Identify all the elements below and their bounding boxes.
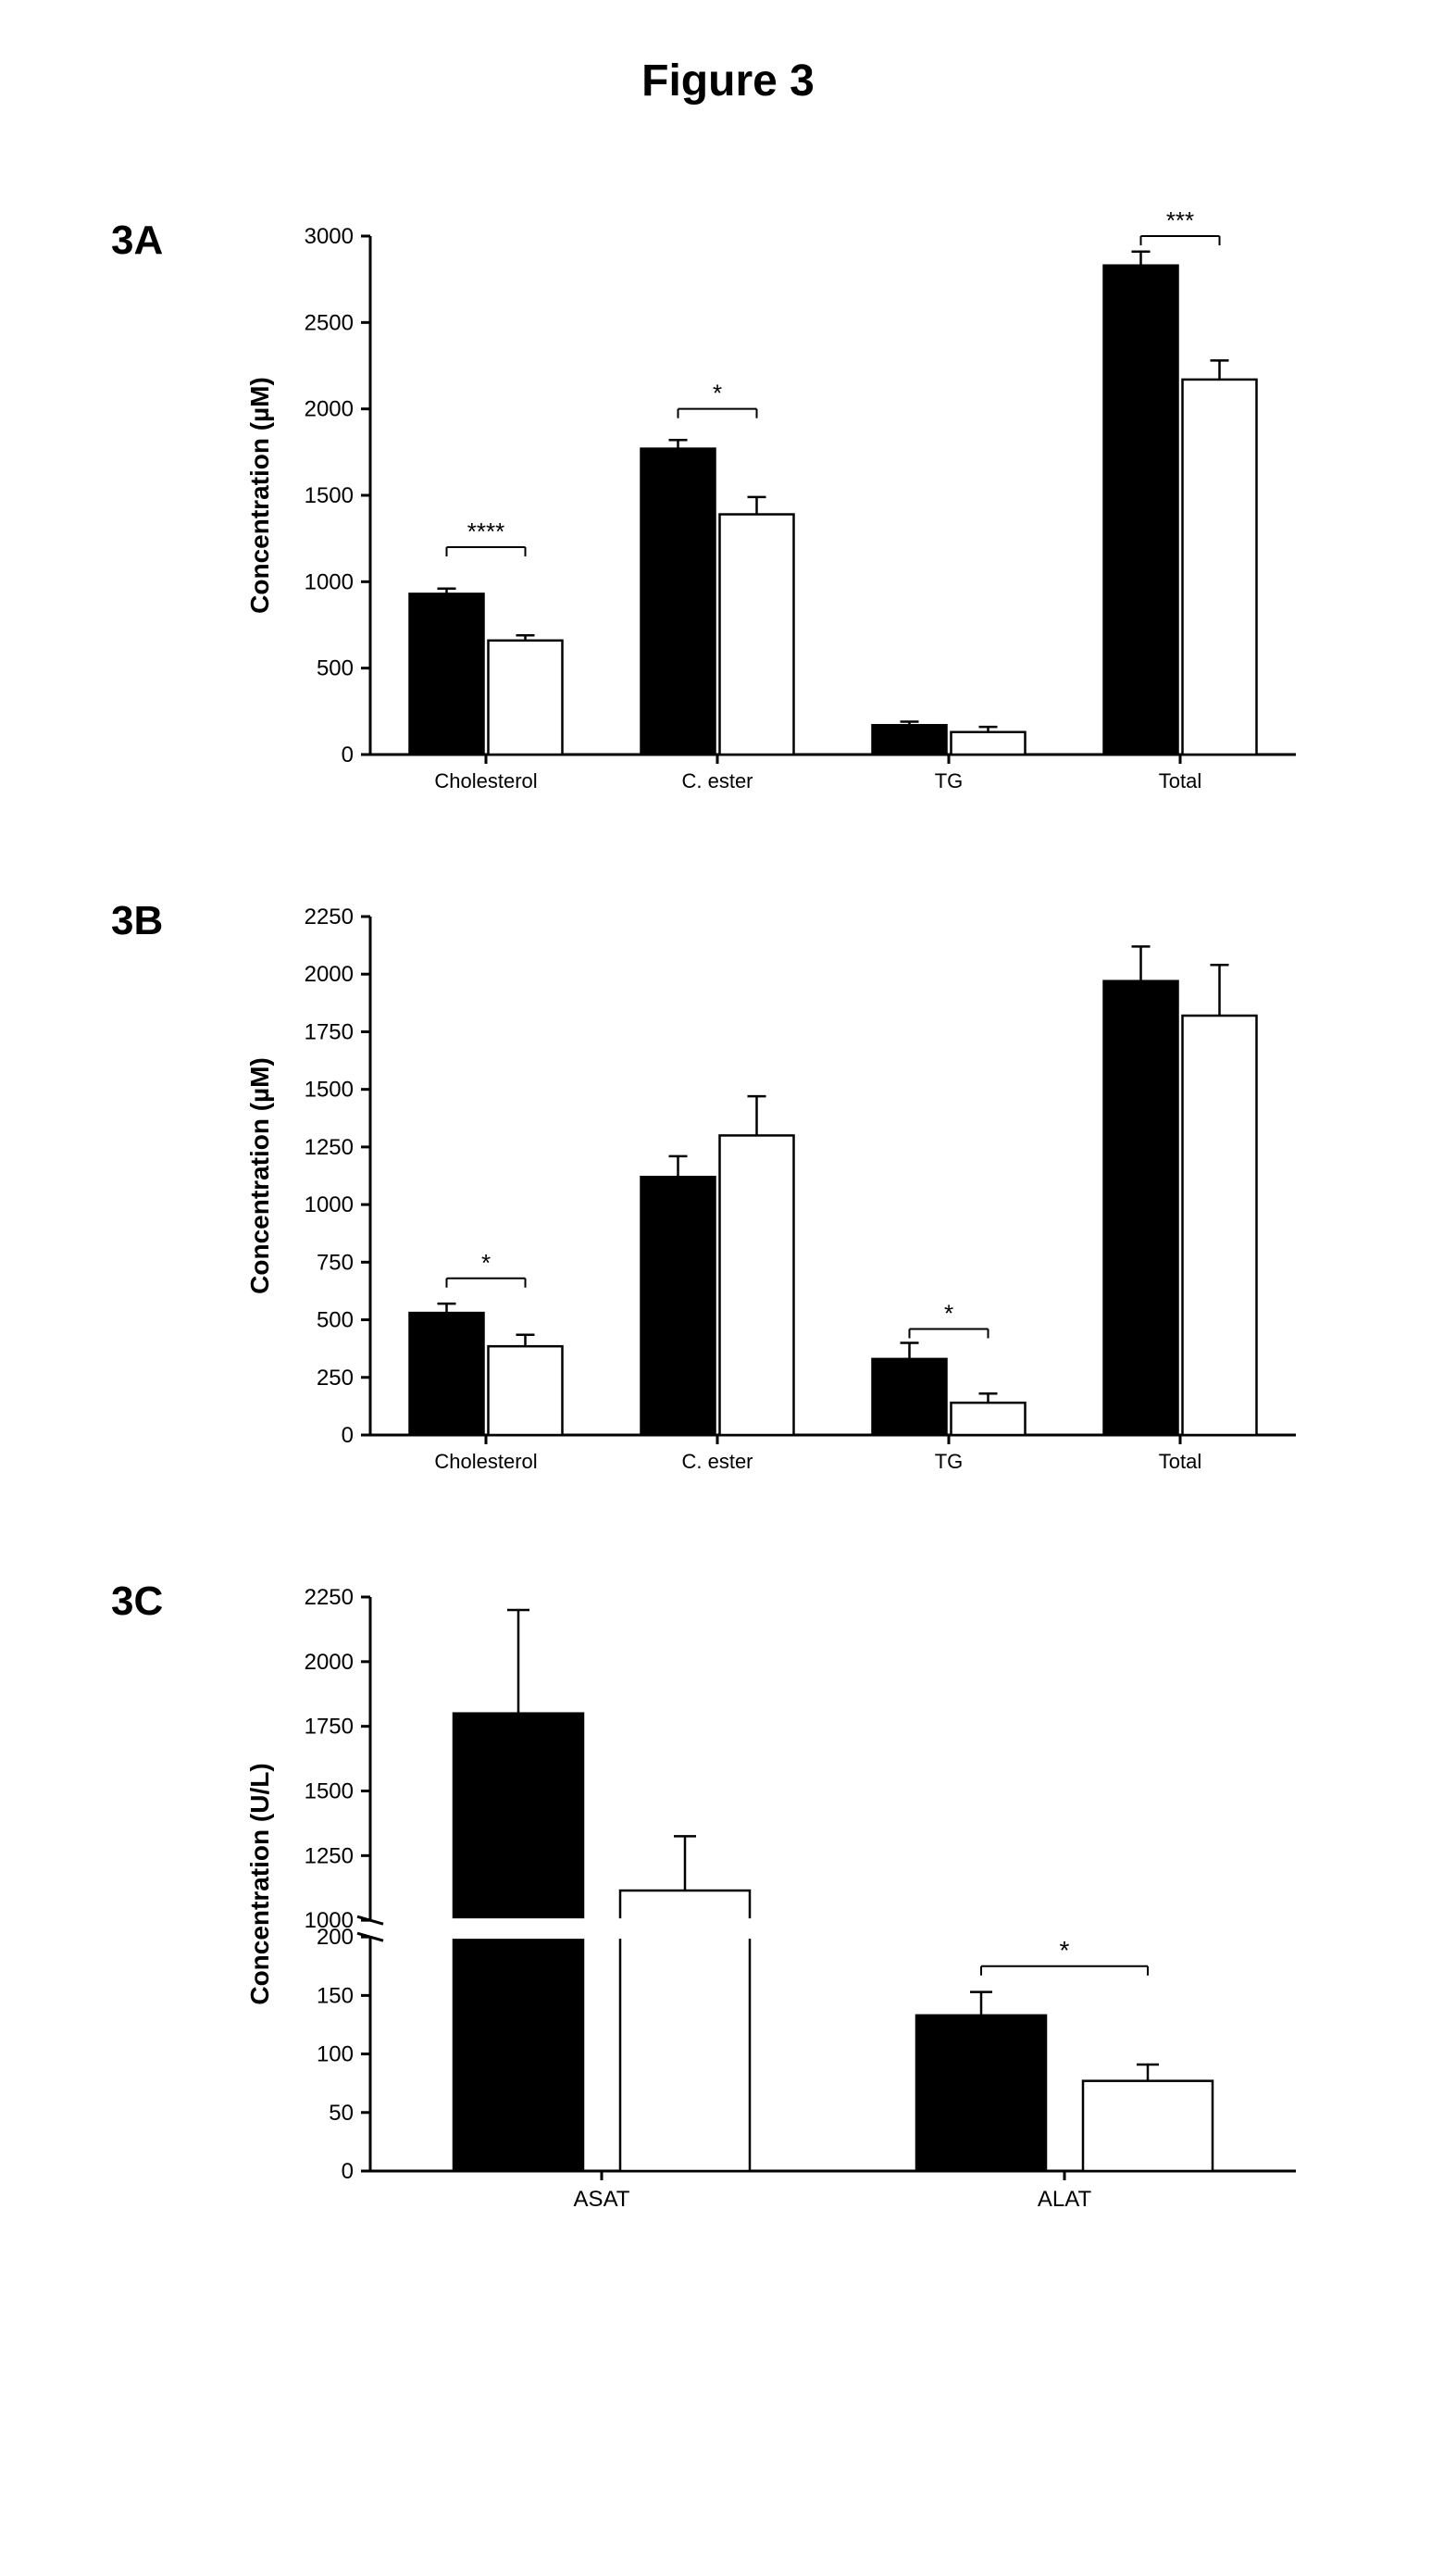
svg-text:1000: 1000 [305, 1908, 354, 1933]
svg-text:150: 150 [317, 1983, 354, 2008]
svg-text:500: 500 [317, 656, 354, 681]
panel-C-label: 3C [111, 1560, 222, 1625]
svg-text:1750: 1750 [305, 1715, 354, 1740]
svg-text:Cholesterol: Cholesterol [434, 1450, 537, 1473]
svg-text:3000: 3000 [305, 224, 354, 249]
svg-text:750: 750 [317, 1250, 354, 1275]
svg-text:ALAT: ALAT [1038, 2187, 1092, 2212]
svg-text:1500: 1500 [305, 1078, 354, 1103]
svg-text:Concentration (U/L): Concentration (U/L) [245, 1763, 274, 2004]
svg-text:100: 100 [317, 2042, 354, 2067]
svg-text:2250: 2250 [305, 905, 354, 930]
svg-text:1500: 1500 [305, 1778, 354, 1803]
figure-page: Figure 3 3A 050010001500200025003000Conc… [0, 0, 1456, 2407]
svg-text:*: * [481, 1249, 491, 1277]
svg-text:*: * [713, 380, 722, 407]
svg-text:2250: 2250 [305, 1585, 354, 1610]
svg-text:Total: Total [1159, 769, 1201, 792]
svg-text:2000: 2000 [305, 397, 354, 422]
svg-text:500: 500 [317, 1308, 354, 1333]
svg-text:1750: 1750 [305, 1019, 354, 1044]
svg-text:TG: TG [935, 1450, 964, 1473]
svg-text:TG: TG [935, 769, 964, 792]
svg-text:1250: 1250 [305, 1843, 354, 1868]
svg-text:C. ester: C. ester [681, 769, 753, 792]
svg-text:C. ester: C. ester [681, 1450, 753, 1473]
svg-text:*: * [944, 1300, 953, 1328]
panel-B: 3B 0 250 500 750 1000 1250 1500 1750 2000 2250 Con… [111, 880, 1345, 1523]
chart-B: 0 250 500 750 1000 1250 1500 1750 2000 2250 Concen… [222, 880, 1333, 1518]
svg-text:2000: 2000 [305, 962, 354, 987]
chart-B-holder: 0 250 500 750 1000 1250 1500 1750 2000 2250 Concen… [222, 880, 1345, 1523]
svg-text:Cholesterol: Cholesterol [434, 769, 537, 792]
svg-text:0: 0 [342, 2159, 354, 2184]
svg-text:2000: 2000 [305, 1650, 354, 1675]
svg-text:ASAT: ASAT [574, 2187, 630, 2212]
svg-text:Concentration (µM): Concentration (µM) [245, 377, 274, 614]
svg-text:50: 50 [329, 2101, 354, 2126]
svg-text:250: 250 [317, 1366, 354, 1391]
svg-text:0: 0 [342, 742, 354, 767]
svg-text:1000: 1000 [305, 569, 354, 594]
panel-A-label: 3A [111, 199, 222, 264]
figure-title: Figure 3 [111, 56, 1345, 106]
svg-text:1500: 1500 [305, 483, 354, 508]
chart-A-holder: 0 500 1000 1500 2000 2500 3000 Concentration (µ… [222, 199, 1345, 842]
chart-A: 0 500 1000 1500 2000 2500 3000 Concentration (µ… [222, 199, 1333, 838]
panel-A: 3A 0 500 1000 1500 2000 2500 3000 Concentration… [111, 199, 1345, 842]
chart-C-holder: 050100150200100012501500175020002250Conc… [222, 1560, 1345, 2259]
svg-text:0: 0 [342, 1423, 354, 1448]
svg-text:*: * [1060, 1936, 1070, 1965]
svg-text:***: *** [1166, 206, 1194, 234]
chart-C: 050100150200100012501500175020002250Conc… [222, 1560, 1333, 2254]
svg-text:****: **** [467, 518, 504, 545]
panel-B-label: 3B [111, 880, 222, 944]
svg-text:1250: 1250 [305, 1135, 354, 1160]
svg-text:1000: 1000 [305, 1192, 354, 1217]
svg-text:Total: Total [1159, 1450, 1201, 1473]
svg-text:Concentration (µM): Concentration (µM) [245, 1057, 274, 1294]
panel-C: 3C 050100150200100012501500175020002250C… [111, 1560, 1345, 2259]
svg-text:2500: 2500 [305, 310, 354, 335]
